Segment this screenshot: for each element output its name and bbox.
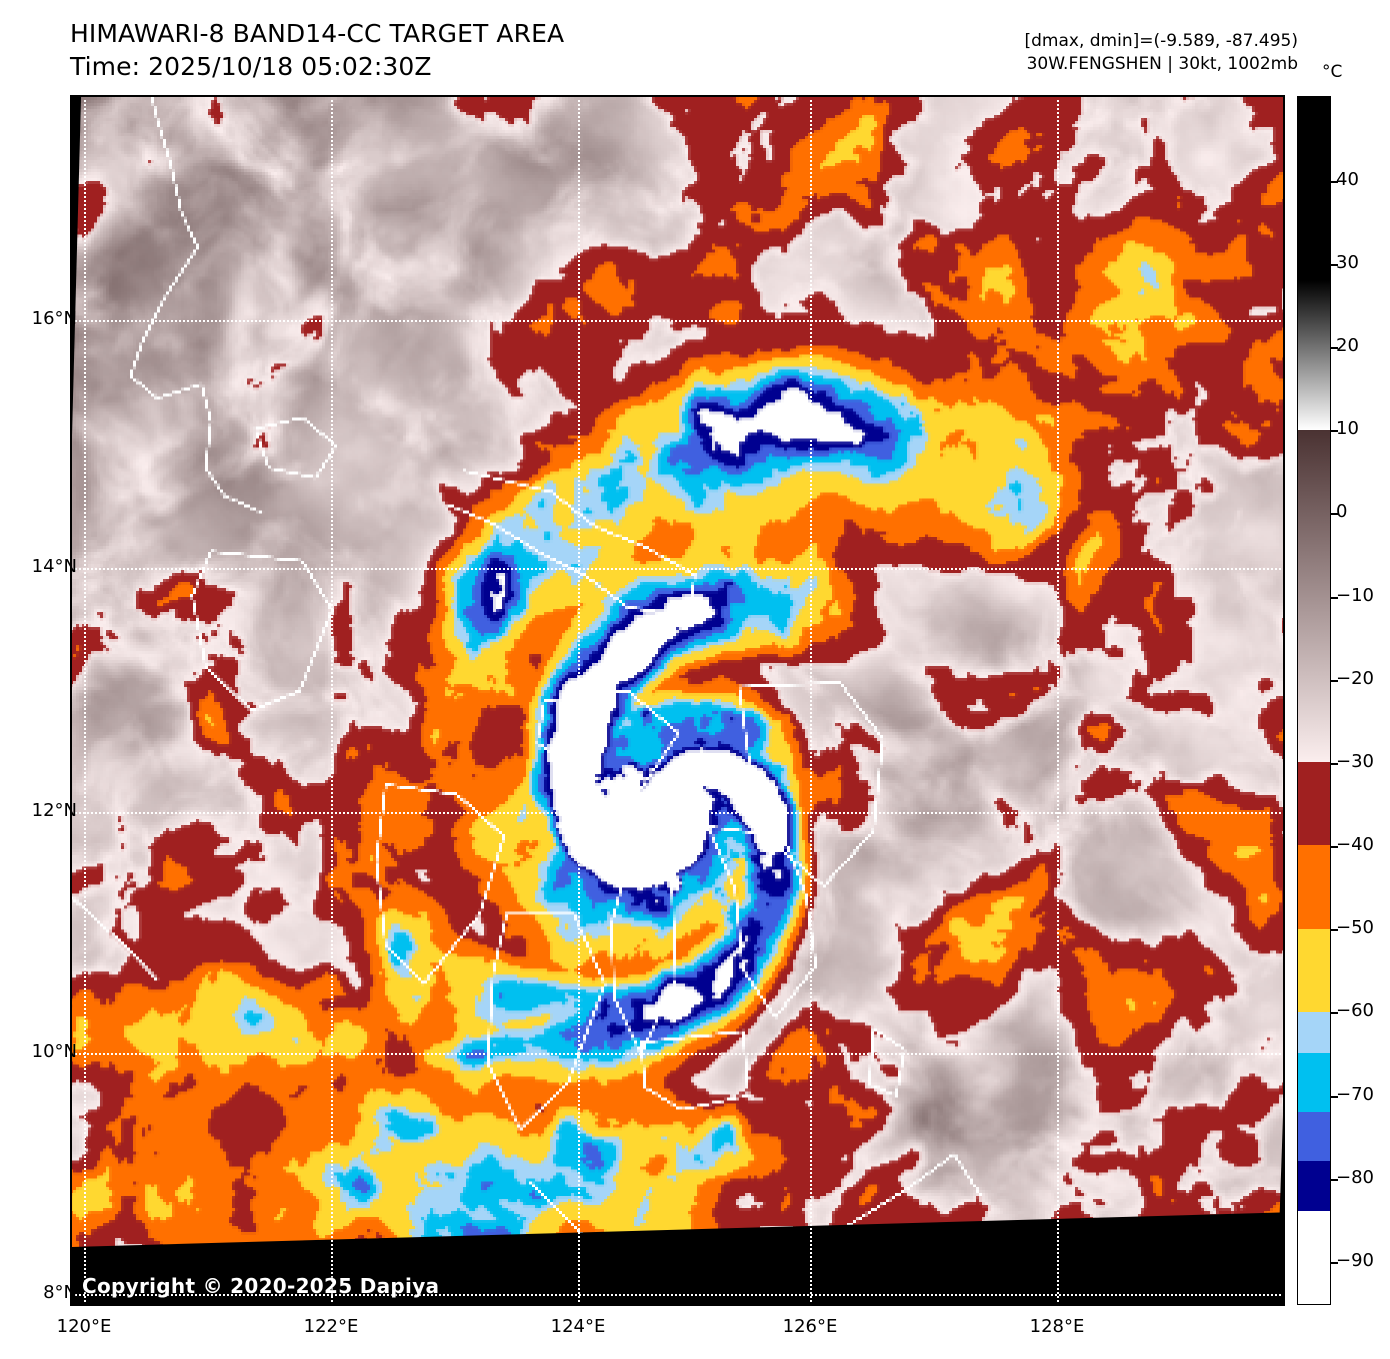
colorbar-band-yellow [1298,928,1330,1012]
colorbar-tick-30: 30 [1336,251,1359,273]
colorbar-tick-0: 0 [1336,501,1348,523]
colorbar-tickmark--60 [1331,1012,1338,1015]
colorbar-tickmark-40 [1331,180,1338,183]
colorbar-tick--40: −40 [1336,834,1374,856]
lon-tick-120: 120°E [56,1316,112,1337]
colorbar-tick--10: −10 [1336,584,1374,606]
lat-tick-16: 16°N [31,308,77,329]
colorbar-band-dark-red [1298,762,1330,846]
figure-title-block: HIMAWARI-8 BAND14-CC TARGET AREA Time: 2… [70,18,564,83]
colorbar-tick-10: 10 [1336,418,1359,440]
colorbar-unit-label: °C [1322,62,1343,82]
colorbar-tickmark--70 [1331,1095,1338,1098]
colorbar-tickmark--30 [1331,762,1338,765]
colorbar-band-royal-blue [1298,1111,1330,1162]
dmax-dmin-label: [dmax, dmin]=(-9.589, -87.495) [1024,31,1299,51]
satellite-swath [70,95,1285,1248]
lat-tick-10: 10°N [31,1041,77,1062]
lat-tick-14: 14°N [31,556,77,577]
colorbar-band-grayscale-warm [1298,279,1330,430]
colorbar-tick--60: −60 [1336,1000,1374,1022]
colorbar-band-very-warm-black [1298,97,1330,280]
colorbar-tick--90: −90 [1336,1249,1374,1271]
colorbar-tickmark--50 [1331,929,1338,932]
colorbar-tick--50: −50 [1336,917,1374,939]
colorbar-tick-20: 20 [1336,335,1359,357]
lon-tick-126: 126°E [782,1316,838,1337]
timestamp-line: Time: 2025/10/18 05:02:30Z [70,51,432,81]
colorbar-tickmark--40 [1331,846,1338,849]
colorbar-tickmark-0 [1331,513,1338,516]
colorbar-band-mauve-mid [1298,429,1330,763]
colorbar-tickmark--20 [1331,679,1338,682]
colorbar-tickmark-20 [1331,347,1338,350]
lat-tick-12: 12°N [31,800,77,821]
colorbar-band-light-blue [1298,1011,1330,1054]
metadata-block: [dmax, dmin]=(-9.589, -87.495) 30W.FENGS… [1025,30,1299,76]
temperature-colorbar[interactable] [1297,96,1331,1305]
colorbar-tick--30: −30 [1336,750,1374,772]
colorbar-tickmark--90 [1331,1261,1338,1264]
copyright-label: Copyright © 2020-2025 Dapiya [82,1274,440,1298]
plot-border [70,95,1285,1306]
colorbar-tickmark-30 [1331,263,1338,266]
colorbar-tick--20: −20 [1336,667,1374,689]
colorbar-tick--80: −80 [1336,1166,1374,1188]
colorbar-tick-40: 40 [1336,168,1359,190]
lon-tick-128: 128°E [1029,1316,1085,1337]
lon-tick-124: 124°E [550,1316,606,1337]
colorbar-tickmark--80 [1331,1178,1338,1181]
colorbar-band-cyan [1298,1053,1330,1112]
colorbar-tickmark--10 [1331,596,1338,599]
storm-info-label: 30W.FENGSHEN | 30kt, 1002mb [1026,53,1298,74]
infrared-brightness-temperature-raster [70,95,1285,1248]
map-plot-area[interactable]: Copyright © 2020-2025 Dapiya [70,95,1285,1306]
colorbar-tickmark-10 [1331,430,1338,433]
lat-tick-8: 8°N [43,1282,77,1303]
page-title: HIMAWARI-8 BAND14-CC TARGET AREA [70,19,565,48]
colorbar-band-orange [1298,845,1330,929]
colorbar-band-navy [1298,1161,1330,1212]
colorbar-tick--70: −70 [1336,1083,1374,1105]
colorbar-band-coldest-white [1298,1211,1330,1303]
lon-tick-122: 122°E [303,1316,359,1337]
